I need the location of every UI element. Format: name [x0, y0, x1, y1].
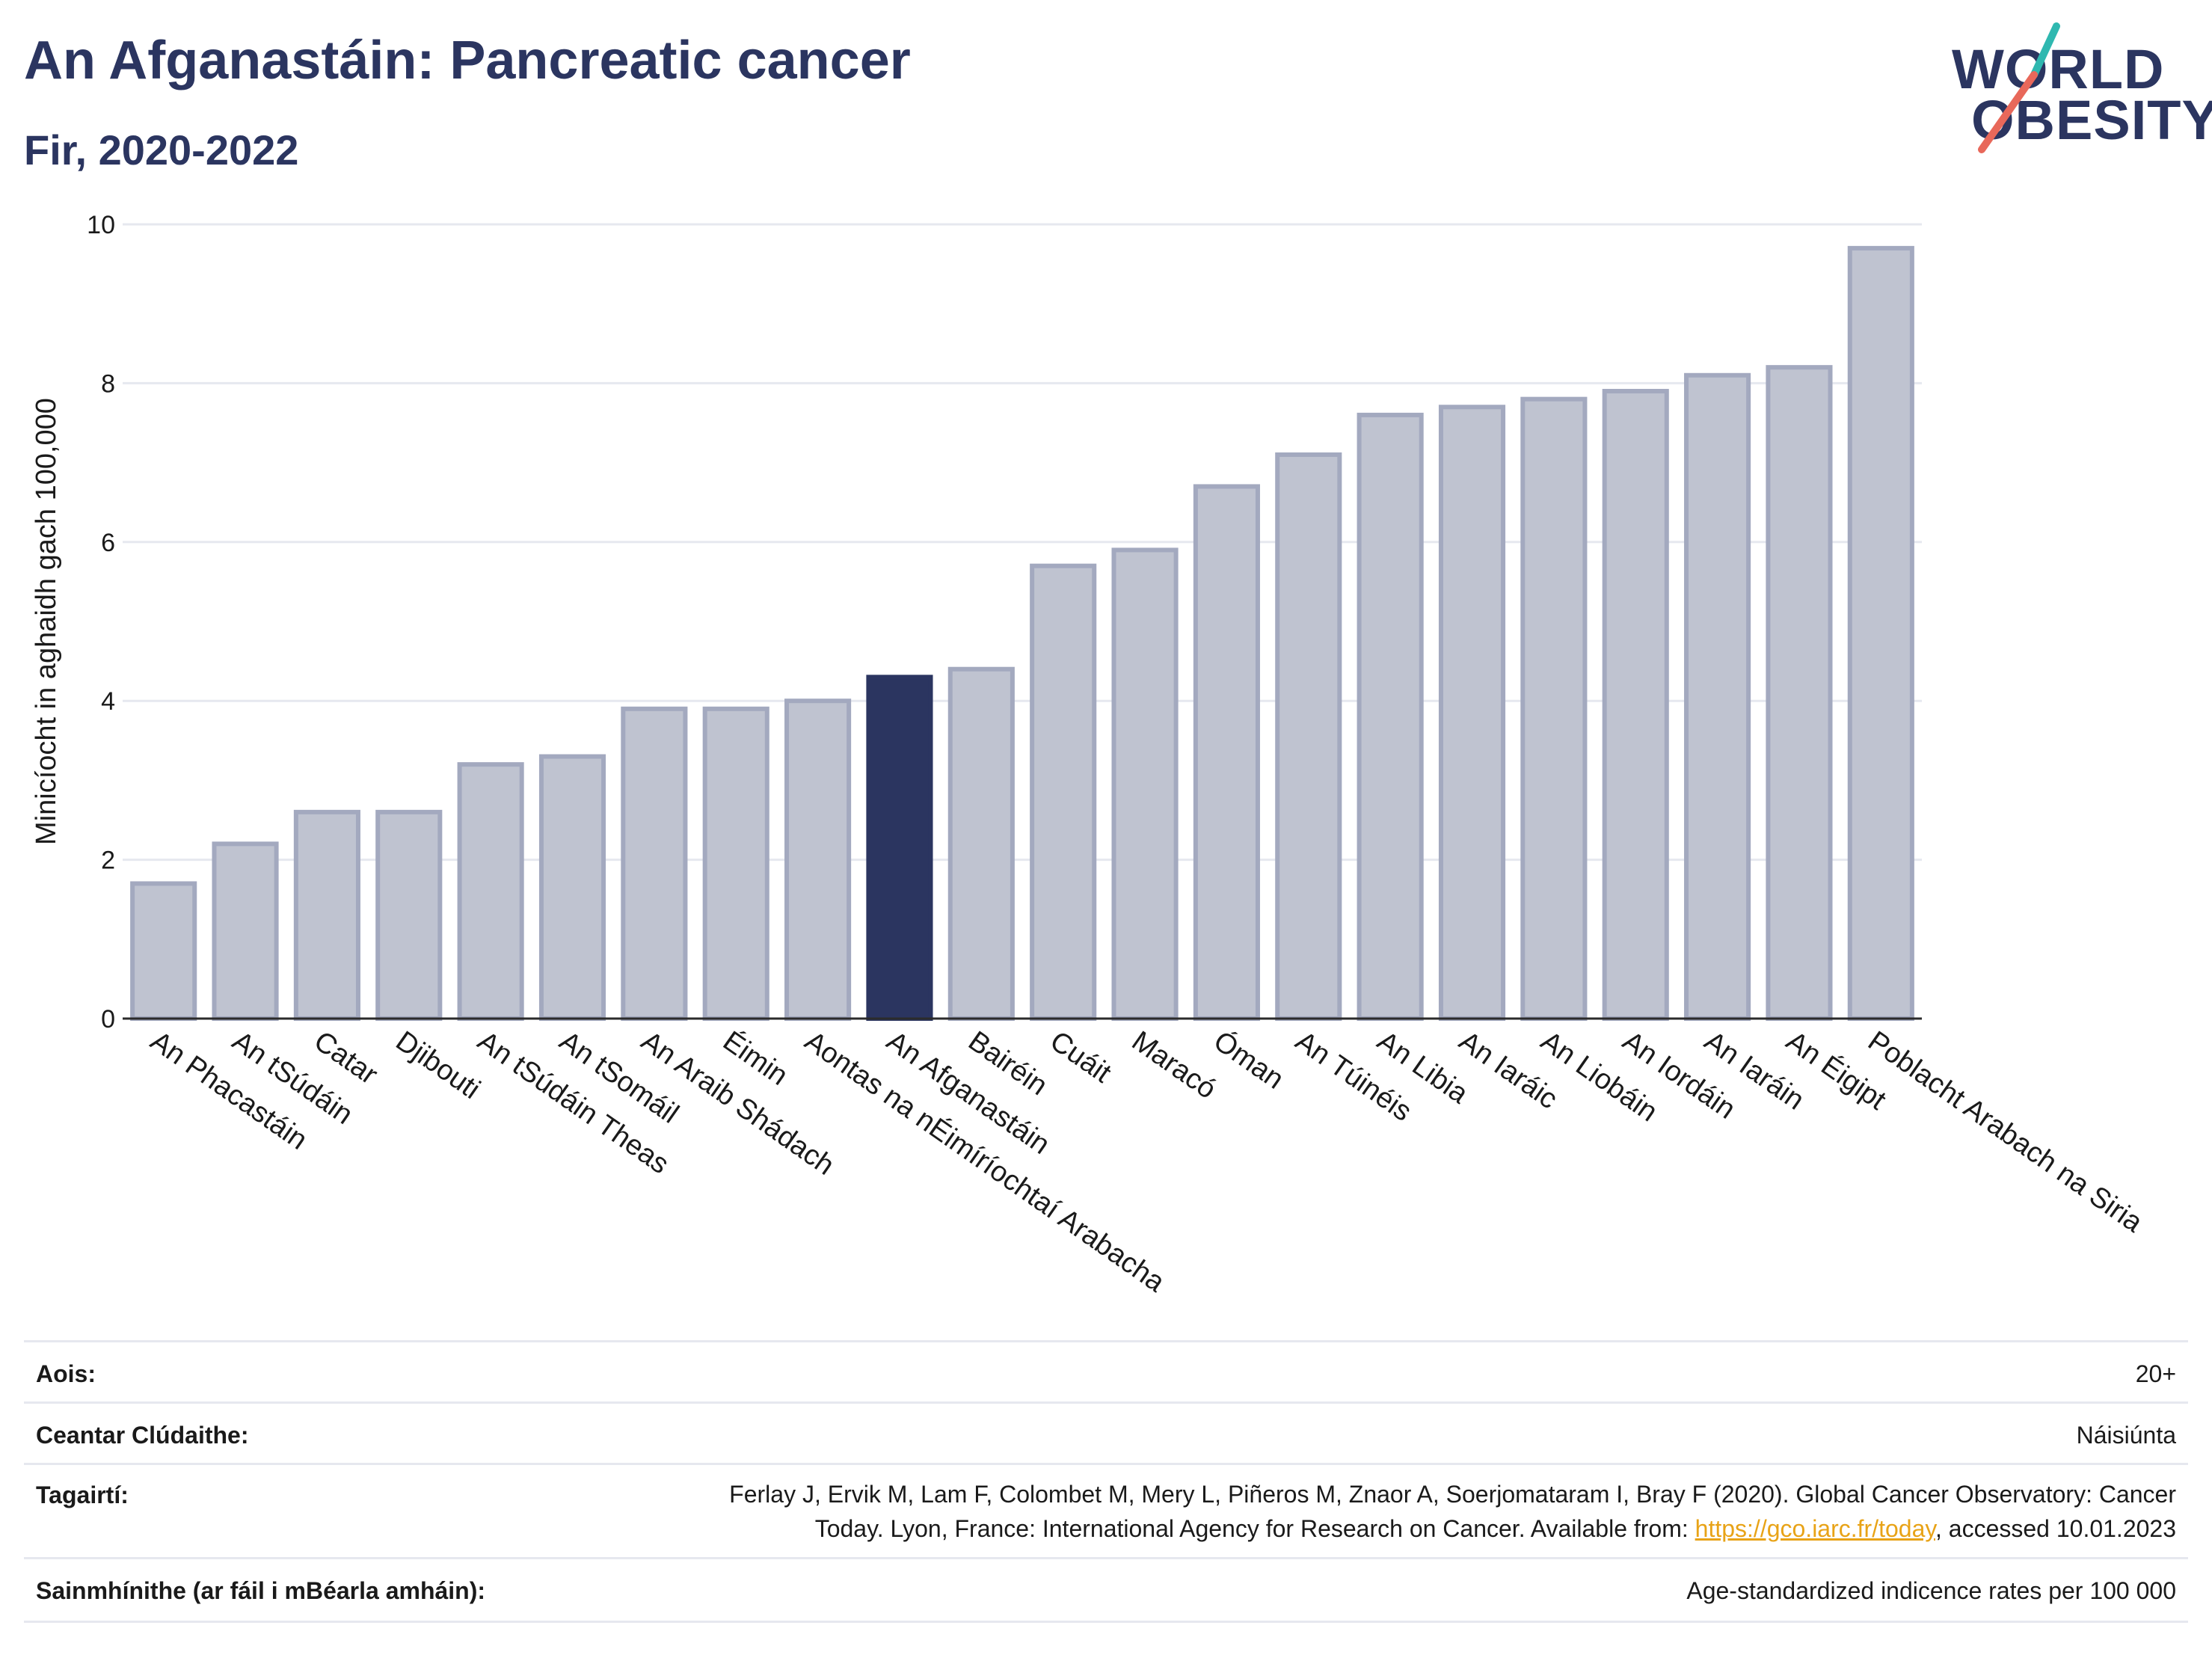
chart-title: An Afganastáin: Pancreatic cancer	[24, 31, 911, 90]
bar	[130, 881, 197, 1021]
bar	[784, 698, 852, 1021]
references-line2-pre: Today. Lyon, France: International Agenc…	[814, 1515, 1695, 1542]
logo-slash-icon	[1978, 22, 2060, 153]
references-link[interactable]: https://gco.iarc.fr/today	[1695, 1515, 1935, 1542]
coverage-label: Ceantar Clúdaithe:	[36, 1422, 249, 1449]
y-tick-label: 6	[101, 529, 115, 557]
x-tick-label: Óman	[1208, 1025, 1289, 1096]
y-tick-label: 8	[101, 369, 115, 398]
meta-row-coverage: Ceantar Clúdaithe: Náisiúnta	[24, 1401, 2188, 1464]
bar	[457, 762, 524, 1021]
age-label: Aois:	[36, 1360, 96, 1387]
bar	[1193, 484, 1260, 1021]
bar	[702, 706, 769, 1021]
references-label: Tagairtí:	[36, 1481, 129, 1508]
bar	[538, 754, 606, 1021]
bar	[1684, 372, 1751, 1021]
references-line2-post: , accessed 10.01.2023	[1935, 1515, 2176, 1542]
y-tick-label: 0	[101, 1005, 115, 1034]
bar	[1357, 412, 1424, 1021]
meta-row-references: Tagairtí: Ferlay J, Ervik M, Lam F, Colo…	[24, 1463, 2188, 1558]
bar	[1438, 405, 1506, 1021]
definitions-label: Sainmhínithe (ar fáil i mBéarla amháin):	[36, 1577, 486, 1604]
references-line1: Ferlay J, Ervik M, Lam F, Colombet M, Me…	[729, 1481, 2176, 1508]
meta-row-age: Aois: 20+	[24, 1340, 2188, 1402]
bar	[1030, 563, 1097, 1021]
logo-line1: WORLD	[1952, 38, 2165, 100]
bar	[293, 809, 360, 1021]
references-text: Ferlay J, Ervik M, Lam F, Colombet M, Me…	[729, 1477, 2176, 1546]
x-tick-label: Maracó	[1126, 1025, 1222, 1105]
bar	[1111, 547, 1179, 1021]
coverage-value: Náisiúnta	[2076, 1422, 2176, 1449]
y-tick-label: 4	[101, 687, 115, 716]
x-tick-label: Cuáit	[1045, 1025, 1117, 1090]
meta-row-definitions: Sainmhínithe (ar fáil i mBéarla amháin):…	[24, 1557, 2188, 1623]
bar	[947, 666, 1015, 1021]
chart-subtitle: Fir, 2020-2022	[24, 126, 299, 174]
logo-line2: OBESITY	[1971, 89, 2212, 151]
bar	[1602, 389, 1669, 1021]
world-obesity-logo: WORLD OBESITY	[1952, 22, 2212, 165]
bar	[375, 809, 443, 1021]
x-tick-label: Poblacht Arabach na Siria	[1862, 1025, 2148, 1239]
bar	[866, 675, 933, 1022]
bar	[212, 841, 279, 1021]
x-tick-label: Djibouti	[390, 1025, 486, 1105]
bar	[1847, 245, 1914, 1021]
bar	[621, 706, 688, 1021]
age-value: 20+	[2135, 1360, 2176, 1387]
y-tick-label: 2	[101, 847, 115, 875]
bar	[1275, 452, 1342, 1021]
definitions-value: Age-standardized indicence rates per 100…	[1686, 1577, 2176, 1604]
bar	[1766, 365, 1833, 1022]
y-tick-label: 10	[87, 211, 115, 239]
references-line2: Today. Lyon, France: International Agenc…	[729, 1511, 2176, 1546]
y-axis-label: Minicíocht in aghaidh gach 100,000	[31, 398, 62, 845]
bar-chart: 0 2 4 6 8 10 Minicíocht in aghaidh gach 100,00…	[31, 211, 2148, 1299]
bar	[1520, 396, 1588, 1021]
